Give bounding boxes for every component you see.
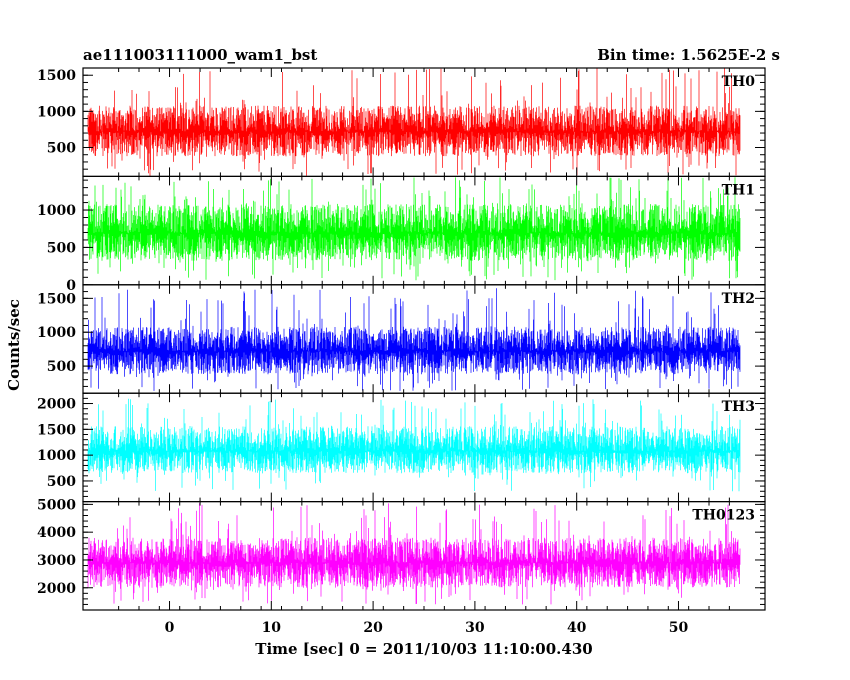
panel-label: TH3: [722, 399, 755, 415]
panel-th1: 0 500 1000 TH1: [37, 175, 766, 294]
panel-th0123: 2000 3000 4000 5000 TH0123: [37, 497, 766, 611]
y-tick-label: 2000: [37, 581, 76, 597]
y-tick-label: 4000: [37, 525, 76, 541]
y-tick-label: 500: [47, 474, 76, 490]
y-tick-label: 1000: [37, 448, 76, 464]
panel-th2: 500 1000 1500 TH2: [37, 284, 766, 394]
panel-label: TH2: [722, 291, 755, 307]
y-tick-label: 3000: [37, 553, 76, 569]
x-tick-label: 0: [165, 620, 175, 636]
series-th0123: [87, 503, 741, 605]
panel-label: TH1: [722, 182, 755, 198]
y-tick-label: 0: [66, 278, 76, 294]
y-tick-label: 1500: [37, 291, 76, 307]
panel-label: TH0123: [692, 508, 755, 524]
panel-th0: 500 1000 1500 TH0: [37, 67, 766, 178]
panel-label: TH0: [722, 74, 756, 90]
series-th0: [87, 68, 741, 176]
y-axis-label: Counts/sec: [5, 299, 23, 391]
x-tick-label: 10: [262, 620, 282, 636]
x-tick-label: 30: [465, 620, 485, 636]
panel-th3: 500 1000 1500 2000 TH3: [37, 392, 766, 503]
x-tick-label: 40: [567, 620, 587, 636]
x-axis: 0 10 20 30 40 50: [165, 620, 689, 636]
series-th1: [87, 177, 741, 281]
y-tick-label: 1000: [37, 104, 76, 120]
x-tick-label: 20: [363, 620, 383, 636]
y-tick-label: 1500: [37, 422, 76, 438]
y-tick-label: 500: [47, 240, 76, 256]
bin-time-label: Bin time: 1.5625E-2 s: [597, 46, 780, 64]
series-th3: [87, 398, 741, 492]
y-tick-label: 5000: [37, 497, 76, 513]
series-th2: [87, 288, 741, 391]
y-tick-label: 1500: [37, 68, 76, 84]
chart-title: ae111003111000_wam1_bst: [83, 46, 317, 64]
y-tick-label: 500: [47, 359, 76, 375]
x-axis-label: Time [sec] 0 = 2011/10/03 11:10:00.430: [255, 640, 592, 658]
x-tick-label: 50: [669, 620, 689, 636]
y-tick-label: 2000: [37, 397, 76, 413]
y-tick-label: 500: [47, 140, 76, 156]
y-tick-label: 1000: [37, 203, 76, 219]
y-tick-label: 1000: [37, 325, 76, 341]
